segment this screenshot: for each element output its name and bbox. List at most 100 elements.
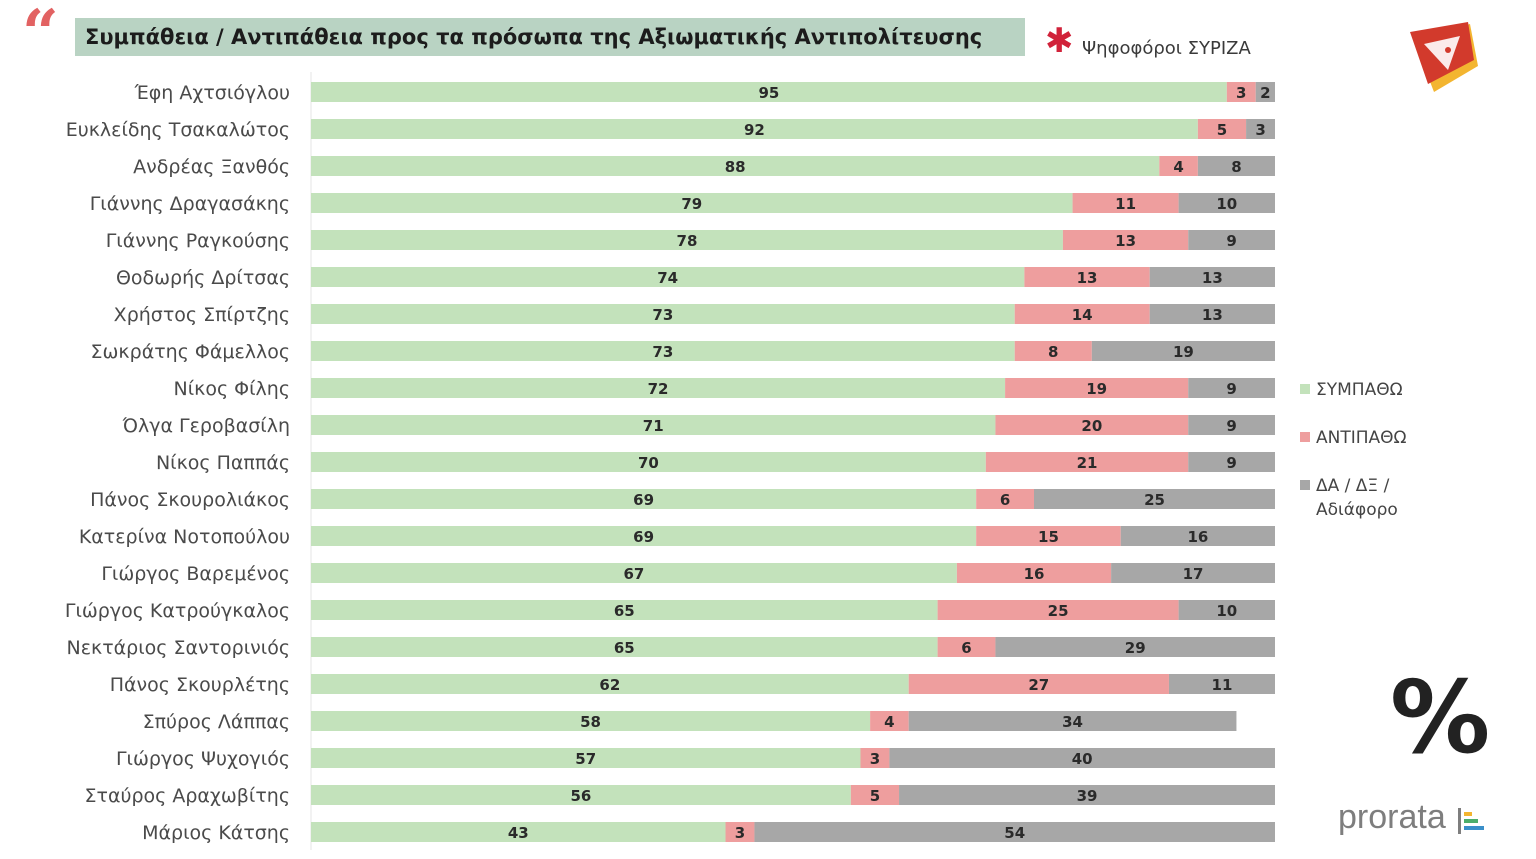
- bar-segment-da-dx: [1091, 341, 1275, 361]
- bar-segment-da-dx: [1111, 563, 1275, 583]
- data-label: 62: [599, 676, 620, 694]
- data-label: 71: [643, 417, 664, 435]
- category-label: Κατερίνα Νοτοπούλου: [79, 526, 290, 548]
- bar-segment-antipatho: [1014, 341, 1092, 361]
- data-label: 15: [1038, 528, 1059, 546]
- data-label: 73: [652, 343, 673, 361]
- bar-segment-antipatho: [1014, 304, 1150, 324]
- category-label: Νίκος Παππάς: [156, 452, 290, 474]
- bar-segment-sympatho: [311, 304, 1015, 324]
- bar-segment-antipatho: [1159, 156, 1198, 176]
- data-label: 4: [1173, 158, 1183, 176]
- bar-row: Χρήστος Σπίρτζης 73 14 13: [114, 304, 1275, 326]
- bar-segment-antipatho: [976, 526, 1121, 546]
- category-label: Όλγα Γεροβασίλη: [122, 415, 290, 437]
- data-label: 25: [1048, 602, 1069, 620]
- bar-segment-sympatho: [311, 452, 986, 472]
- category-label: Νεκτάριος Σαντορινιός: [67, 637, 290, 659]
- data-label: 3: [1255, 121, 1265, 139]
- bar-segment-sympatho: [311, 748, 861, 768]
- bar-segment-sympatho: [311, 600, 938, 620]
- bar-segment-antipatho: [1005, 378, 1189, 398]
- bar-segment-sympatho: [311, 674, 909, 694]
- bar-segment-sympatho: [311, 230, 1063, 250]
- data-label: 92: [744, 121, 765, 139]
- bar-segment-da-dx: [908, 711, 1237, 731]
- bar-row: Μάριος Κάτσης 43 3 54: [142, 822, 1275, 844]
- data-label: 5: [1217, 121, 1227, 139]
- bar-row: Σωκράτης Φάμελλος 73 8 19: [91, 341, 1275, 363]
- data-label: 2: [1260, 84, 1270, 102]
- data-label: 20: [1081, 417, 1102, 435]
- bar-segment-antipatho: [870, 711, 909, 731]
- data-label: 6: [1000, 491, 1010, 509]
- brand-name: prorata: [1338, 798, 1446, 836]
- bar-row: Γιώργος Κατρούγκαλος 65 25 10: [65, 600, 1275, 622]
- bar-segment-sympatho: [311, 415, 996, 435]
- bar-segment-sympatho: [311, 341, 1015, 361]
- category-label: Γιάννης Δραγασάκης: [90, 193, 290, 215]
- data-label: 58: [580, 713, 601, 731]
- bar-segment-da-dx: [1034, 489, 1275, 509]
- bar-segment-da-dx: [754, 822, 1275, 842]
- bar-segment-sympatho: [311, 156, 1160, 176]
- bar-segment-da-dx: [889, 748, 1275, 768]
- data-label: 88: [725, 158, 746, 176]
- data-label: 13: [1077, 269, 1098, 287]
- bar-row: Γιώργος Ψυχογιός 57 3 40: [116, 748, 1275, 770]
- bar-segment-da-dx: [1168, 674, 1275, 694]
- data-label: 3: [735, 824, 745, 842]
- category-label: Σπύρος Λάππας: [143, 711, 290, 733]
- data-label: 9: [1226, 232, 1236, 250]
- data-label: 34: [1062, 713, 1083, 731]
- data-label: 6: [961, 639, 971, 657]
- bar-row: Γιάννης Ραγκούσης 78 13 9: [106, 230, 1275, 252]
- bar-segment-antipatho: [1024, 267, 1150, 287]
- bar-row: Νεκτάριος Σαντορινιός 65 6 29: [67, 637, 1275, 659]
- bar-segment-sympatho: [311, 526, 977, 546]
- data-label: 13: [1115, 232, 1136, 250]
- data-label: 19: [1086, 380, 1107, 398]
- data-label: 9: [1226, 417, 1236, 435]
- category-label: Έφη Αχτσιόγλου: [134, 82, 290, 104]
- data-label: 56: [570, 787, 591, 805]
- bar-segment-sympatho: [311, 82, 1227, 102]
- bar-row: Σπύρος Λάππας 58 4 34: [143, 711, 1237, 733]
- bar-row: Κατερίνα Νοτοπούλου 69 15 16: [79, 526, 1275, 548]
- bar-segment-antipatho: [908, 674, 1169, 694]
- data-label: 65: [614, 602, 635, 620]
- data-label: 54: [1004, 824, 1025, 842]
- category-label: Σωκράτης Φάμελλος: [91, 341, 290, 363]
- bar-row: Πάνος Σκουρλέτης 62 27 11: [110, 674, 1275, 696]
- bar-row: Νίκος Παππάς 70 21 9: [156, 452, 1275, 474]
- bar-segment-da-dx: [1246, 119, 1275, 139]
- data-label: 29: [1125, 639, 1146, 657]
- category-label: Ανδρέας Ξανθός: [133, 156, 290, 178]
- category-label: Πάνος Σκουρλέτης: [110, 674, 290, 696]
- bar-segment-antipatho: [850, 785, 900, 805]
- data-label: 69: [633, 491, 654, 509]
- category-label: Γιώργος Βαρεμένος: [101, 563, 290, 585]
- data-label: 3: [1236, 84, 1246, 102]
- data-label: 3: [870, 750, 880, 768]
- data-label: 95: [758, 84, 779, 102]
- category-label: Νίκος Φίλης: [174, 378, 290, 400]
- data-label: 16: [1024, 565, 1045, 583]
- legend-item-sympatho: ΣΥΜΠΑΘΩ: [1300, 378, 1403, 402]
- bar-segment-antipatho: [937, 600, 1179, 620]
- chart-subtitle: Ψηφοφόροι ΣΥΡΙΖΑ: [1082, 38, 1251, 59]
- data-label: 17: [1183, 565, 1204, 583]
- bar-segment-da-dx: [1120, 526, 1275, 546]
- bar-segment-sympatho: [311, 489, 977, 509]
- data-label: 57: [575, 750, 596, 768]
- data-label: 39: [1077, 787, 1098, 805]
- bar-segment-antipatho: [937, 637, 996, 657]
- bar-segment-antipatho: [1062, 230, 1189, 250]
- bar-row: Ανδρέας Ξανθός 88 4 8: [133, 156, 1275, 178]
- data-label: 10: [1216, 602, 1237, 620]
- bar-segment-da-dx: [995, 637, 1275, 657]
- data-label: 13: [1202, 306, 1223, 324]
- bar-segment-da-dx: [1197, 156, 1275, 176]
- bar-segment-da-dx: [1149, 267, 1275, 287]
- bar-row: Θοδωρής Δρίτσας 74 13 13: [116, 267, 1275, 289]
